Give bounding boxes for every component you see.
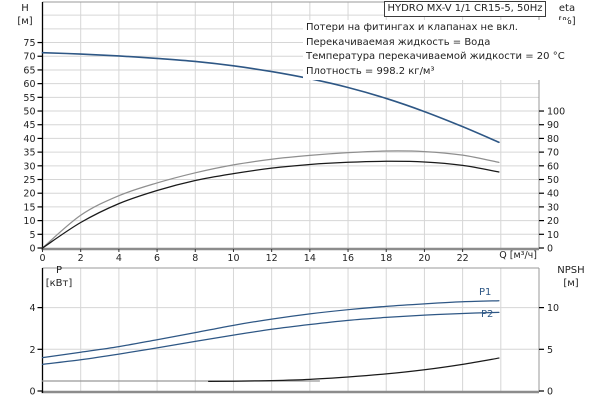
x-axis-tick-label: 0 [39, 253, 45, 264]
annotation-fluid: Перекачиваемая жидкость = Вода [306, 36, 491, 48]
x-axis-tick-label: 12 [266, 253, 278, 264]
p1-curve-label: P1 [479, 287, 492, 298]
right-axis-tick-label: 30 [547, 202, 559, 213]
x-axis-tick-label: 16 [342, 253, 354, 264]
right-axis-tick-label: 0 [547, 387, 553, 398]
left-axis-tick-label: 40 [23, 134, 35, 145]
left-axis-tick-label: 10 [23, 216, 35, 227]
npsh-axis-symbol: NPSH [557, 265, 585, 276]
right-axis-tick-label: 10 [547, 230, 559, 241]
left-axis-tick-label: 45 [23, 120, 35, 131]
curve-eta-pump-plus-motor [41, 160, 500, 249]
x-axis-tick-label: 4 [116, 253, 122, 264]
x-axis-tick-label: 18 [380, 253, 392, 264]
left-axis-tick-label: 20 [23, 189, 35, 200]
right-axis-tick-label: 70 [547, 148, 559, 159]
h-axis-label: H [м] [11, 3, 39, 28]
left-axis-tick-label: 5 [29, 230, 35, 241]
annotation-density: Плотность = 998.2 кг/м³ [306, 65, 435, 77]
eta-axis-symbol: eta [558, 3, 576, 14]
left-axis-tick-label: 65 [23, 65, 35, 76]
left-axis-tick-label: 25 [23, 175, 35, 186]
p-axis-unit: [кВт] [45, 278, 73, 289]
h-axis-unit: [м] [17, 16, 33, 27]
x-axis-tick-label: 2 [78, 253, 84, 264]
right-axis-tick-label: 0 [547, 244, 553, 255]
p-axis-symbol: P [55, 265, 63, 276]
left-axis-tick-label: 60 [23, 79, 35, 90]
right-axis-tick-label: 10 [547, 303, 559, 314]
left-axis-tick-label: 0 [29, 387, 35, 398]
chart-title: HYDRO MX-V 1/1 CR15-5, 50Hz [384, 1, 546, 17]
curve-eta-pump [41, 150, 500, 249]
left-axis-tick-label: 50 [23, 107, 35, 118]
right-axis-tick-label: 50 [547, 175, 559, 186]
annotation-block: Потери на фитингах и клапанах не вкл. Пе… [303, 20, 568, 81]
left-axis-tick-label: 55 [23, 93, 35, 104]
left-axis-tick-label: 35 [23, 148, 35, 159]
x-axis-tick-label: 10 [227, 253, 239, 264]
x-axis-tick-label: 20 [418, 253, 430, 264]
left-axis-tick-label: 15 [23, 202, 35, 213]
npsh-axis-unit: [м] [563, 278, 579, 289]
right-axis-tick-label: 90 [547, 120, 559, 131]
left-axis-tick-label: 0 [29, 244, 35, 255]
left-axis-tick-label: 70 [23, 52, 35, 63]
npsh-axis-label: NPSH [м] [548, 265, 594, 290]
x-axis-tick-label: 22 [457, 253, 469, 264]
q-axis-label: Q [м³/ч] [499, 250, 537, 261]
p2-curve-label: P2 [481, 309, 494, 320]
p-axis-label: P [кВт] [42, 265, 76, 290]
x-axis-tick-label: 8 [192, 253, 198, 264]
right-axis-tick-label: 20 [547, 216, 559, 227]
left-axis-tick-label: 4 [29, 303, 35, 314]
right-axis-tick-label: 60 [547, 161, 559, 172]
left-axis-tick-label: 30 [23, 161, 35, 172]
annotation-losses: Потери на фитингах и клапанах не вкл. [306, 22, 518, 33]
h-axis-symbol: H [21, 3, 29, 14]
annotation-temperature: Температура перекачиваемой жидкости = 20… [306, 51, 565, 63]
right-axis-tick-label: 40 [547, 189, 559, 200]
right-axis-tick-label: 80 [547, 134, 559, 145]
x-axis-tick-label: 14 [304, 253, 316, 264]
curve-h [41, 51, 500, 144]
curve-p2 [41, 311, 500, 365]
curve-npsh [208, 357, 500, 383]
left-axis-tick-label: 75 [23, 38, 35, 49]
x-axis-tick-label: 6 [154, 253, 160, 264]
right-axis-tick-label: 5 [547, 345, 553, 356]
curve-p1 [41, 300, 500, 359]
right-axis-tick-label: 100 [547, 107, 565, 118]
left-axis-tick-label: 2 [29, 345, 35, 356]
